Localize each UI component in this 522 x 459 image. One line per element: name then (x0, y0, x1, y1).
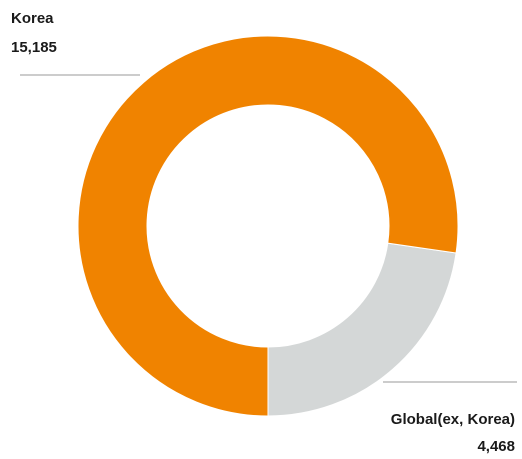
slice-korea (77, 35, 459, 417)
slice-global (267, 242, 457, 417)
global-label: Global(ex, Korea) (390, 411, 515, 428)
korea-value: 15,185 (11, 39, 57, 56)
donut-slices (77, 35, 459, 417)
global-value: 4,468 (477, 438, 515, 455)
korea-label: Korea (11, 10, 54, 27)
